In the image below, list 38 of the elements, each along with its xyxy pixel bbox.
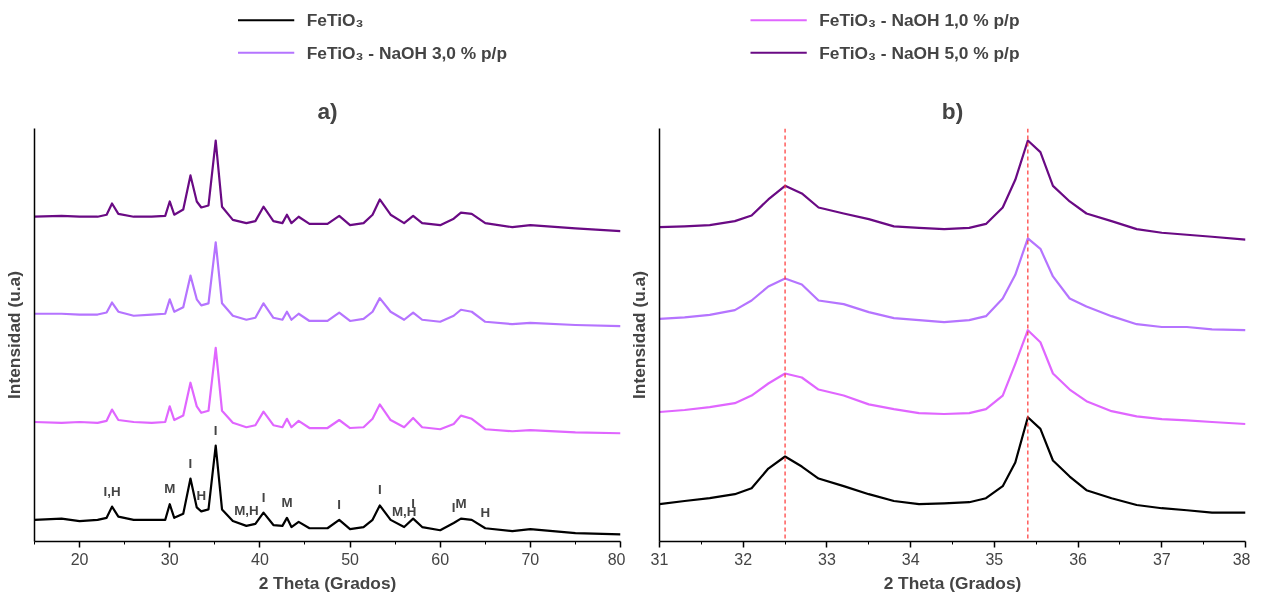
y-axis-title: Intensidad (u.a)	[628, 270, 649, 400]
legend-label: FeTiO₃	[306, 10, 364, 31]
x-tick-label: 34	[901, 550, 920, 568]
x-tick-label: 70	[521, 550, 540, 568]
x-tick-label: 35	[985, 550, 1004, 568]
x-tick-label: 36	[1069, 550, 1088, 568]
x-tick-label: 31	[650, 550, 669, 568]
x-tick-label: 40	[250, 550, 269, 568]
annotation: H	[480, 505, 491, 521]
x-tick-label: 80	[607, 550, 626, 568]
x-axis-title: 2 Theta (Grados)	[883, 572, 1022, 593]
x-tick-label: 32	[734, 550, 753, 568]
x-tick-label: 20	[70, 550, 89, 568]
annotation: I	[451, 500, 456, 516]
x-tick-label: 33	[818, 550, 836, 568]
chart-title: a)	[317, 97, 338, 124]
annotation: M	[164, 481, 176, 497]
annotation: M	[455, 495, 467, 511]
legend-label: FeTiO₃ - NaOH 5,0 % p/p	[819, 42, 1020, 63]
annotation: I	[213, 422, 218, 438]
x-tick-label: 30	[160, 550, 179, 568]
annotation: I	[337, 496, 342, 512]
legend-label: FeTiO₃ - NaOH 1,0 % p/p	[819, 10, 1020, 31]
x-axis-title: 2 Theta (Grados)	[258, 572, 397, 593]
x-tick-label: 50	[341, 550, 360, 568]
legend-label: FeTiO₃ - NaOH 3,0 % p/p	[306, 42, 508, 63]
chart-title: b)	[941, 97, 964, 124]
annotation: M	[281, 494, 293, 510]
annotation: H	[196, 488, 207, 504]
x-tick-label: 38	[1232, 550, 1251, 568]
annotation: M,H	[234, 502, 259, 518]
annotation: I,H	[103, 483, 121, 499]
y-axis-title: Intensidad (u.a)	[3, 270, 24, 400]
x-tick-label: 37	[1152, 550, 1171, 568]
annotation: I	[377, 482, 382, 498]
annotation: I	[261, 489, 266, 505]
annotation: I	[188, 455, 193, 471]
x-tick-label: 60	[431, 550, 450, 568]
